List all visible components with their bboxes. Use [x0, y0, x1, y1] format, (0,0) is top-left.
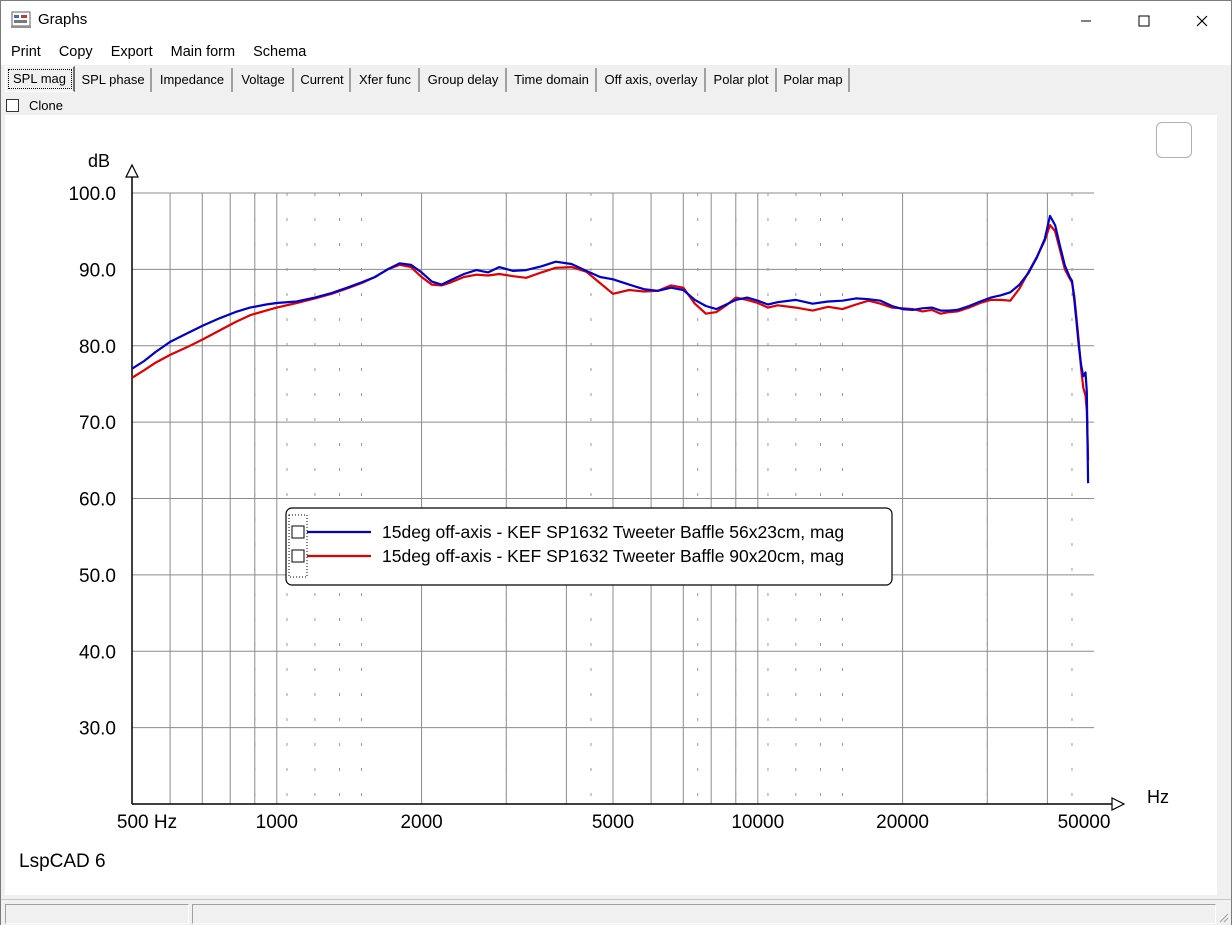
tab-time-domain[interactable]: Time domain — [508, 68, 597, 92]
menu-print[interactable]: Print — [11, 44, 41, 60]
y-tick-label: 70.0 — [79, 413, 116, 434]
x-axis-arrow-icon — [1111, 797, 1126, 811]
close-icon — [1196, 15, 1208, 27]
minimize-icon — [1081, 20, 1091, 22]
tab-impedance[interactable]: Impedance — [153, 68, 233, 92]
y-tick-label: 50.0 — [79, 566, 116, 587]
menu-main-form[interactable]: Main form — [170, 44, 236, 60]
x-axis-label: Hz — [1147, 787, 1169, 807]
tab-spl-phase[interactable]: SPL phase — [76, 68, 152, 92]
tab-voltage[interactable]: Voltage — [234, 68, 294, 92]
window-title: Graphs — [38, 11, 88, 28]
plot-area: 100.0 90.0 80.0 70.0 60.0 50.0 40.0 30.0 500 Hz 1… — [5, 115, 1217, 895]
tab-current[interactable]: Current — [295, 68, 351, 92]
tab-polar-plot[interactable]: Polar plot — [707, 68, 777, 92]
tab-off-axis-overlay[interactable]: Off axis, overlay — [598, 68, 706, 92]
status-panel-left — [5, 904, 189, 924]
tab-xfer-func[interactable]: Xfer func — [352, 68, 420, 92]
grid-lines — [132, 192, 1094, 804]
legend[interactable]: 15deg off-axis - KEF SP1632 Tweeter Baff… — [285, 507, 893, 586]
legend-checkbox[interactable] — [291, 549, 305, 563]
menu-copy[interactable]: Copy — [58, 44, 93, 60]
vertical-scrollbar[interactable] — [1217, 115, 1231, 895]
x-tick-label: 2000 — [400, 812, 442, 833]
maximize-icon — [1138, 15, 1150, 27]
y-tick-label: 60.0 — [79, 490, 116, 511]
x-tick-label: 50000 — [1058, 812, 1111, 833]
lspcad-watermark: LspCAD 6 — [19, 851, 106, 872]
status-panel-main — [192, 904, 1216, 924]
corner-button[interactable] — [1156, 122, 1192, 158]
tab-group-delay[interactable]: Group delay — [421, 68, 507, 92]
x-tick-label: 1000 — [256, 812, 298, 833]
series-line-90x20 — [131, 224, 1090, 461]
x-tick-label: 20000 — [876, 812, 929, 833]
maximize-button[interactable] — [1115, 1, 1173, 41]
clone-checkbox[interactable] — [6, 98, 19, 112]
tab-spl-mag[interactable]: SPL mag — [5, 66, 75, 92]
y-tick-label: 30.0 — [79, 719, 116, 740]
app-icon — [11, 11, 31, 28]
legend-label: 15deg off-axis - KEF SP1632 Tweeter Baff… — [382, 522, 844, 542]
y-tick-label: 100.0 — [68, 184, 116, 205]
series-line-56x23 — [131, 214, 1090, 484]
y-tick-label: 80.0 — [79, 337, 116, 358]
legend-checkbox[interactable] — [291, 525, 305, 539]
title-bar: Graphs — [1, 1, 1231, 41]
tab-bar: SPL mag SPL phase Impedance Voltage Curr… — [1, 66, 1231, 93]
tick-labels: 100.0 90.0 80.0 70.0 60.0 50.0 40.0 30.0 500 Hz 1… — [68, 184, 1110, 833]
legend-label: 15deg off-axis - KEF SP1632 Tweeter Baff… — [382, 546, 844, 566]
close-button[interactable] — [1173, 1, 1231, 41]
spl-chart: 100.0 90.0 80.0 70.0 60.0 50.0 40.0 30.0 500 Hz 1… — [19, 151, 1169, 872]
y-tick-label: 40.0 — [79, 642, 116, 663]
axes — [125, 163, 1126, 811]
status-bar — [1, 899, 1231, 925]
menu-schema[interactable]: Schema — [253, 44, 307, 60]
tab-polar-map[interactable]: Polar map — [778, 68, 850, 92]
y-tick-label: 90.0 — [79, 260, 116, 281]
clone-label: Clone — [29, 97, 63, 113]
x-tick-label: 10000 — [731, 812, 784, 833]
minimize-button[interactable] — [1057, 1, 1115, 41]
y-axis-arrow-icon — [125, 163, 139, 178]
x-tick-label: 5000 — [592, 812, 634, 833]
menu-bar: Print Copy Export Main form Schema — [1, 41, 1231, 65]
clone-option: Clone — [6, 96, 63, 114]
resize-grip-icon[interactable] — [1217, 911, 1229, 923]
menu-export[interactable]: Export — [110, 44, 153, 60]
x-tick-label: 500 Hz — [117, 812, 177, 833]
series-lines — [131, 214, 1090, 484]
y-axis-label: dB — [88, 151, 110, 171]
